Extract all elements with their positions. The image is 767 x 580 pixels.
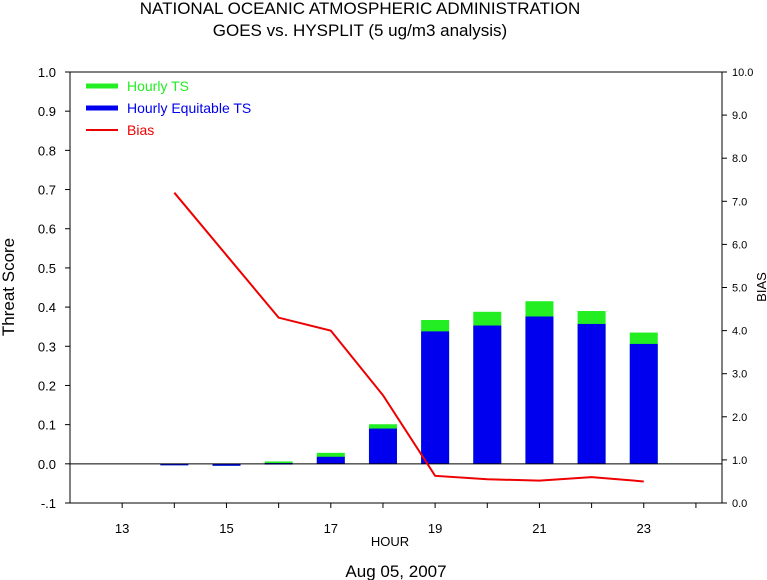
y-tick-label-right: 9.0 bbox=[732, 110, 747, 122]
x-tick-label: 21 bbox=[532, 521, 546, 536]
x-tick-label: 15 bbox=[219, 521, 233, 536]
y-tick-label-right: 8.0 bbox=[732, 153, 747, 165]
y-tick-label-left: 0.2 bbox=[38, 378, 56, 393]
legend: Hourly TS Hourly Equitable TS Bias bbox=[86, 78, 251, 138]
chart-title: NATIONAL OCEANIC ATMOSPHERIC ADMINISTRAT… bbox=[140, 0, 580, 18]
y-tick-label-right: 1.0 bbox=[732, 455, 747, 467]
y-tick-label-left: 0.4 bbox=[38, 300, 56, 315]
y-tick-label-right: 6.0 bbox=[732, 239, 747, 251]
y2-axis-title: BIAS bbox=[754, 272, 767, 302]
bar-hourly-equitable-ts bbox=[212, 463, 241, 466]
bar-hourly-equitable-ts bbox=[421, 331, 450, 464]
y-tick-label-left: 1.0 bbox=[38, 65, 56, 80]
y-axis-title: Threat Score bbox=[0, 238, 18, 336]
bias-line bbox=[173, 192, 644, 483]
equitable-ts-bars bbox=[160, 316, 658, 466]
y-tick-label-left: -.1 bbox=[41, 496, 56, 511]
legend-label: Hourly Equitable TS bbox=[127, 100, 251, 116]
x-tick-label: 23 bbox=[637, 521, 651, 536]
y-tick-label-right: 4.0 bbox=[732, 326, 747, 338]
chart-subtitle: GOES vs. HYSPLIT (5 ug/m3 analysis) bbox=[213, 21, 507, 40]
x-tick-label: 13 bbox=[115, 521, 129, 536]
y-tick-label-right: 2.0 bbox=[732, 412, 747, 424]
y-tick-label-right: 7.0 bbox=[732, 196, 747, 208]
bar-hourly-equitable-ts bbox=[577, 323, 606, 464]
x-tick-label: 17 bbox=[324, 521, 338, 536]
x-tick-label: 19 bbox=[428, 521, 442, 536]
y-tick-label-left: 0.9 bbox=[38, 104, 56, 119]
y-tick-label-left: 0.7 bbox=[38, 183, 56, 198]
legend-label: Bias bbox=[127, 122, 154, 138]
date-label: Aug 05, 2007 bbox=[345, 562, 446, 580]
y-tick-label-right: 5.0 bbox=[732, 283, 747, 295]
x-axis: 13 15 17 19 21 23 bbox=[115, 503, 697, 536]
bias-line-group bbox=[173, 192, 644, 483]
y-tick-label-right: 3.0 bbox=[732, 369, 747, 381]
bar-hourly-equitable-ts bbox=[525, 316, 554, 464]
y-axis-left: -.1 0.0 0.1 0.2 0.3 0.4 0.5 0.6 0.7 0.8 0.9 1.0 bbox=[38, 65, 70, 511]
y-tick-label-right: 0.0 bbox=[732, 498, 747, 510]
bar-hourly-equitable-ts bbox=[473, 325, 502, 464]
y-tick-label-left: 0.0 bbox=[38, 457, 56, 472]
bar-hourly-ts bbox=[264, 461, 293, 464]
x-axis-title: HOUR bbox=[371, 534, 409, 549]
y-tick-label-left: 0.3 bbox=[38, 339, 56, 354]
bar-hourly-equitable-ts bbox=[368, 428, 397, 464]
y-axis-right: 0.0 1.0 2.0 3.0 4.0 5.0 6.0 7.0 8.0 9.0 10.0 bbox=[722, 67, 753, 510]
bar-hourly-equitable-ts bbox=[629, 343, 658, 464]
y-tick-label-left: 0.8 bbox=[38, 143, 56, 158]
y-tick-label-left: 0.6 bbox=[38, 222, 56, 237]
bar-hourly-equitable-ts bbox=[160, 463, 189, 466]
bar-hourly-equitable-ts bbox=[316, 456, 345, 464]
y-tick-label-left: 0.1 bbox=[38, 418, 56, 433]
legend-label: Hourly TS bbox=[127, 78, 189, 94]
y-tick-label-right: 10.0 bbox=[732, 67, 753, 79]
y-tick-label-left: 0.5 bbox=[38, 261, 56, 276]
